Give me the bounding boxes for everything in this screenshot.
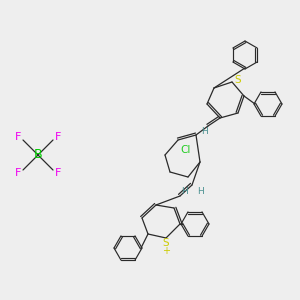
- Text: F: F: [15, 132, 21, 142]
- Text: F: F: [55, 168, 61, 178]
- Text: B: B: [34, 148, 42, 161]
- Text: S: S: [163, 238, 169, 248]
- Text: Cl: Cl: [181, 145, 191, 155]
- Text: F: F: [15, 168, 21, 178]
- Text: F: F: [55, 132, 61, 142]
- Text: H: H: [201, 127, 207, 136]
- Text: S: S: [235, 75, 241, 85]
- Text: +: +: [162, 246, 170, 256]
- Text: H: H: [196, 187, 203, 196]
- Text: H: H: [182, 188, 188, 196]
